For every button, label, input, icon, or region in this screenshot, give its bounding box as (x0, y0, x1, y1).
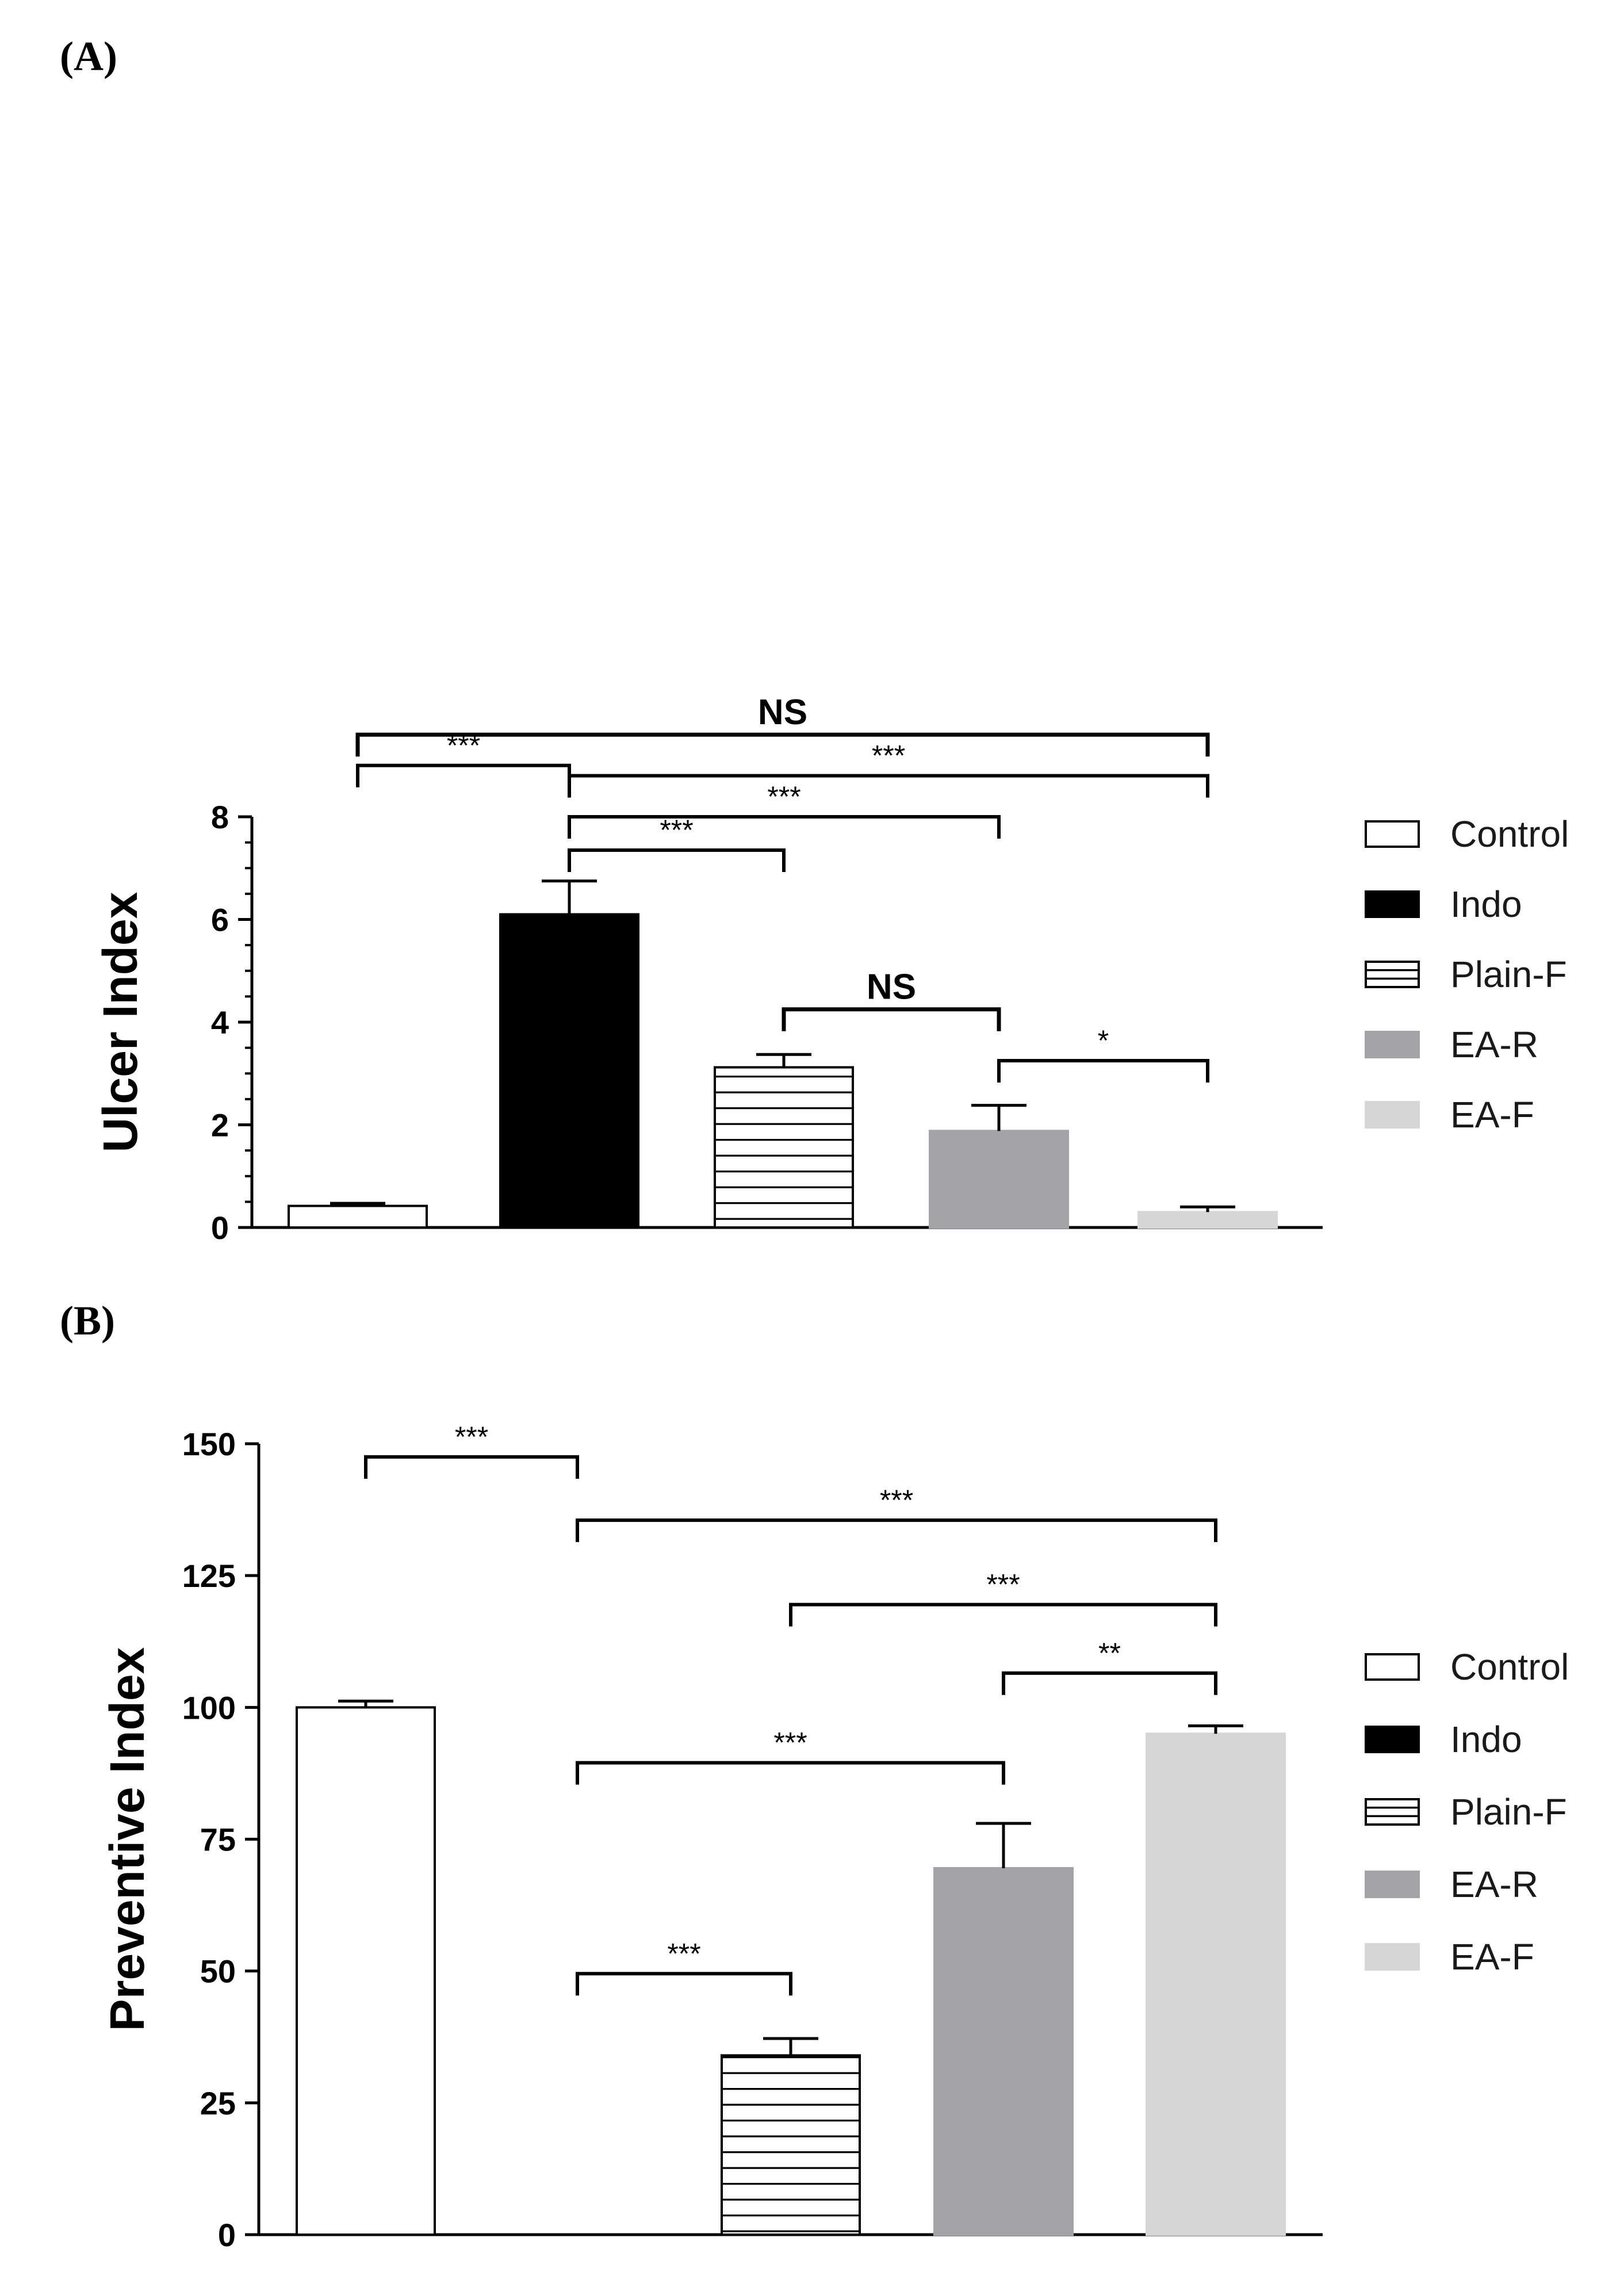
bar-plain-f (714, 1066, 854, 1229)
panel-label: (B) (60, 1298, 115, 1344)
significance-label: *** (767, 781, 800, 813)
significance-label: NS (758, 693, 807, 732)
y-axis-title: Preventive Index (100, 1647, 154, 2031)
legend-swatch-ea-f (1365, 1101, 1420, 1129)
y-tick-label: 6 (211, 902, 229, 938)
legend-swatch-control (1365, 1653, 1420, 1681)
legend-label: Plain-F (1450, 954, 1567, 995)
significance-label: ** (1098, 1637, 1121, 1669)
y-tick-label: 0 (218, 2217, 236, 2253)
y-tick-label: 125 (182, 1558, 236, 1594)
panel-a-ulcer-index-chart: (A) Ulcer Index 0 2 4 6 8 NS *** *** *** *** NS * Cont… (60, 33, 1569, 1246)
legend-swatch-indo (1365, 890, 1420, 918)
significance-label: *** (660, 814, 693, 846)
legend-label: Indo (1450, 884, 1522, 925)
y-tick-label: 100 (182, 1689, 236, 1726)
significance-bracket (789, 1603, 1217, 1627)
significance-bracket (576, 1761, 1005, 1785)
significance-label: *** (667, 1937, 700, 1969)
legend-swatch-ea-r (1365, 1871, 1420, 1898)
y-tick-label: 4 (211, 1004, 229, 1041)
legend-label: EA-R (1450, 1024, 1538, 1065)
legend-label: Control (1450, 1646, 1569, 1688)
y-tick-label: 0 (211, 1210, 229, 1246)
significance-bracket (364, 1455, 579, 1479)
legend-swatch-plain-f (1365, 1798, 1420, 1826)
bar-ea-r (929, 1130, 1069, 1229)
bar-control (296, 1706, 436, 2236)
bar-ea-f (1137, 1211, 1278, 1229)
significance-bracket (568, 848, 786, 873)
significance-bracket (576, 1972, 792, 1996)
legend-label: EA-F (1450, 1936, 1534, 1978)
significance-label: NS (867, 967, 916, 1007)
legend-swatch-ea-r (1365, 1031, 1420, 1058)
significance-bracket (568, 815, 1001, 839)
legend-swatch-indo (1365, 1726, 1420, 1753)
significance-label: *** (986, 1569, 1020, 1601)
panel-label: (A) (60, 33, 117, 79)
significance-label: *** (872, 740, 905, 772)
legend-label: Indo (1450, 1719, 1522, 1760)
bar-ea-r (933, 1867, 1074, 2236)
significance-bracket (1002, 1671, 1217, 1695)
significance-bracket (355, 732, 1210, 757)
legend-label: EA-F (1450, 1094, 1534, 1135)
significance-bracket (576, 1518, 1217, 1542)
y-tick-label: 75 (200, 1822, 236, 1858)
legend-swatch-ea-f (1365, 1943, 1420, 1971)
legend-swatch-control (1365, 820, 1420, 848)
significance-label: *** (447, 729, 480, 762)
bar-indo (499, 913, 639, 1229)
y-tick-label: 150 (182, 1426, 236, 1462)
significance-label: *** (773, 1727, 807, 1759)
significance-label: *** (455, 1421, 488, 1453)
bar-ea-f (1146, 1733, 1286, 2236)
bar-control (288, 1204, 428, 1229)
y-tick-label: 25 (200, 2085, 236, 2121)
significance-bracket (997, 1058, 1209, 1083)
y-tick-label: 8 (211, 799, 229, 835)
bar-plain-f (721, 2054, 861, 2236)
significance-label: * (1098, 1024, 1109, 1057)
significance-bracket (356, 763, 571, 787)
significance-bracket (568, 774, 1209, 798)
legend-label: EA-R (1450, 1864, 1538, 1905)
y-axis-title: Ulcer Index (93, 892, 147, 1152)
legend-label: Plain-F (1450, 1791, 1567, 1833)
y-tick-label: 50 (200, 1953, 236, 1990)
legend-swatch-plain-f (1365, 961, 1420, 988)
significance-label: *** (880, 1484, 913, 1516)
significance-bracket (782, 1007, 1001, 1031)
legend-label: Control (1450, 813, 1569, 855)
y-tick-label: 2 (211, 1107, 229, 1144)
